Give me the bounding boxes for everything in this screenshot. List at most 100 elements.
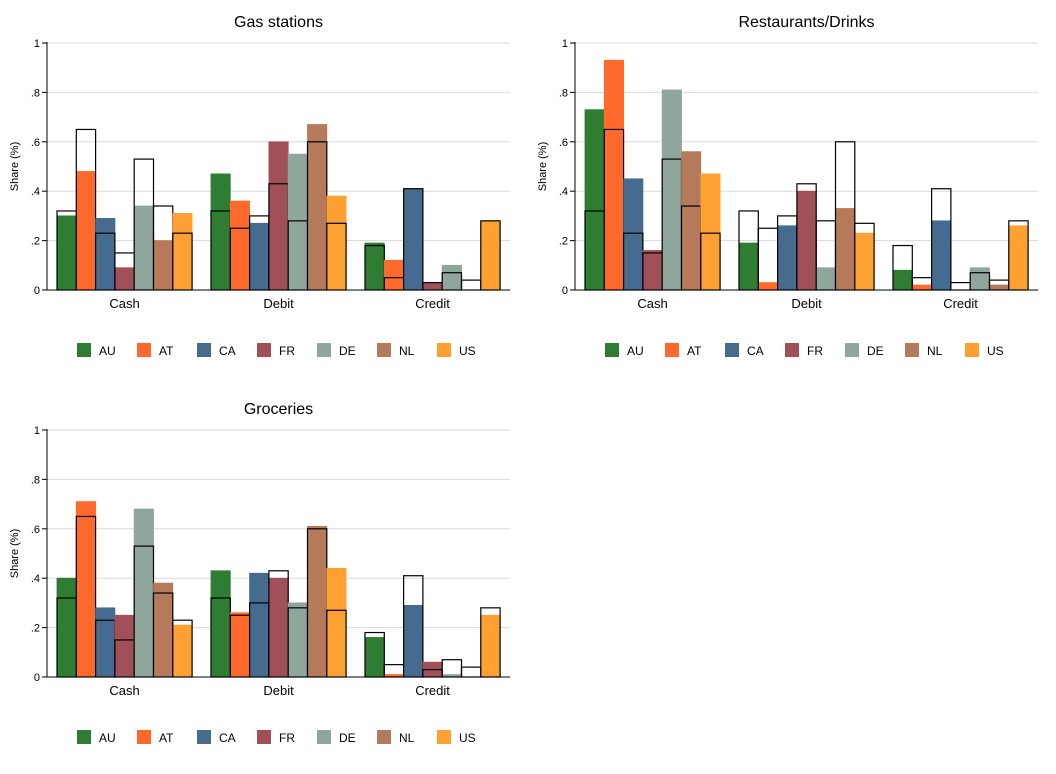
legend-swatch bbox=[137, 343, 151, 357]
legend-item-fr: FR bbox=[257, 343, 295, 358]
legend-swatch bbox=[437, 730, 451, 744]
legend-item-ca: CA bbox=[197, 343, 236, 358]
bar-groceries-cash-fr bbox=[114, 614, 135, 678]
y-tick-label: .6 bbox=[559, 137, 568, 149]
bar-groceries-credit-ca bbox=[403, 604, 424, 678]
legend-item-nl: NL bbox=[905, 343, 943, 358]
bar-groceries-cash-ca bbox=[95, 607, 116, 678]
bar-groceries-debit-ca bbox=[249, 572, 270, 678]
bar-restaurants-drinks-debit-ca bbox=[777, 225, 798, 291]
y-tick-label: .4 bbox=[559, 186, 568, 198]
y-tick-label: .8 bbox=[31, 87, 40, 99]
y-tick-label: 0 bbox=[34, 672, 40, 684]
bar-restaurants-drinks-cash-au bbox=[584, 109, 605, 291]
bar-restaurants-drinks-cash-at bbox=[603, 59, 625, 291]
bar-groceries-debit-at bbox=[229, 612, 251, 678]
legend-label: CA bbox=[219, 344, 236, 358]
legend-item-de: DE bbox=[317, 730, 356, 745]
legend-swatch bbox=[197, 343, 211, 357]
legend-label: AU bbox=[627, 344, 644, 358]
legend-swatch bbox=[725, 343, 739, 357]
y-tick-label: .6 bbox=[31, 524, 40, 536]
legend-swatch bbox=[317, 343, 331, 357]
legend-item-nl: NL bbox=[377, 730, 415, 745]
bar-groceries-cash-au bbox=[56, 577, 77, 678]
legend-swatch bbox=[377, 730, 391, 744]
legend-label: DE bbox=[867, 344, 884, 358]
bar-restaurants-drinks-cash-nl bbox=[681, 151, 702, 291]
legend-label: AU bbox=[99, 344, 116, 358]
x-tick-label: Debit bbox=[263, 683, 294, 698]
bar-restaurants-drinks-cash-de bbox=[661, 89, 682, 291]
legend-item-ca: CA bbox=[197, 730, 236, 745]
bar-gas-stations-debit-ca bbox=[249, 222, 270, 291]
chart-svg: Groceries 0 .2 .4 .6 .8 1 Share (%) Cash Debit Cre… bbox=[9, 401, 510, 745]
y-tick-label: 1 bbox=[562, 38, 568, 50]
legend-swatch bbox=[77, 730, 91, 744]
y-tick-label: .8 bbox=[559, 87, 568, 99]
legend-label: NL bbox=[927, 344, 943, 358]
bar-restaurants-drinks-credit-us bbox=[1008, 225, 1029, 291]
legend-item-nl: NL bbox=[377, 343, 415, 358]
bar-gas-stations-credit-fr bbox=[422, 282, 443, 291]
legend-swatch bbox=[137, 730, 151, 744]
legend-label: CA bbox=[747, 344, 764, 358]
bar-restaurants-drinks-debit-de bbox=[815, 267, 836, 291]
bar-gas-stations-cash-us bbox=[172, 213, 193, 291]
bar-restaurants-drinks-debit-us bbox=[854, 232, 875, 291]
bar-restaurants-drinks-cash-us bbox=[700, 173, 721, 291]
legend-item-us: US bbox=[437, 730, 476, 745]
legend-label: NL bbox=[399, 344, 415, 358]
legend-label: AT bbox=[687, 344, 702, 358]
bar-groceries-debit-de bbox=[287, 602, 308, 678]
x-tick-label: Cash bbox=[109, 683, 139, 698]
legend-item-au: AU bbox=[605, 343, 644, 358]
legend-item-ca: CA bbox=[725, 343, 764, 358]
bar-gas-stations-credit-at bbox=[383, 259, 404, 291]
y-tick-label: .2 bbox=[559, 236, 568, 248]
bar-groceries-credit-au bbox=[364, 637, 385, 678]
bar-gas-stations-credit-ca bbox=[403, 188, 424, 291]
bar-restaurants-drinks-credit-au bbox=[892, 269, 913, 291]
legend-label: FR bbox=[807, 344, 823, 358]
legend-item-au: AU bbox=[77, 730, 116, 745]
legend-swatch bbox=[257, 730, 271, 744]
bar-gas-stations-credit-de bbox=[441, 264, 462, 291]
legend-label: AU bbox=[99, 731, 116, 745]
legend-label: US bbox=[459, 731, 476, 745]
bar-restaurants-drinks-cash-fr bbox=[642, 250, 663, 291]
legend-label: US bbox=[459, 344, 476, 358]
y-tick-label: .8 bbox=[31, 474, 40, 486]
bar-groceries-debit-fr bbox=[268, 577, 289, 678]
bar-gas-stations-cash-ca bbox=[95, 217, 116, 291]
bar-restaurants-drinks-debit-au bbox=[738, 242, 759, 291]
legend-label: NL bbox=[399, 731, 415, 745]
bar-gas-stations-debit-de bbox=[287, 153, 308, 291]
bar-gas-stations-debit-fr bbox=[268, 141, 289, 291]
legend-swatch bbox=[845, 343, 859, 357]
bar-restaurants-drinks-cash-ca bbox=[623, 178, 644, 291]
legend-label: DE bbox=[339, 344, 356, 358]
legend-item-fr: FR bbox=[785, 343, 823, 358]
legend-label: FR bbox=[279, 344, 295, 358]
bar-gas-stations-credit-au bbox=[364, 242, 385, 291]
bar-gas-stations-debit-au bbox=[210, 173, 231, 291]
chart-title: Groceries bbox=[244, 401, 313, 418]
legend-swatch bbox=[665, 343, 679, 357]
x-tick-label: Credit bbox=[415, 683, 450, 698]
legend-item-at: AT bbox=[137, 343, 174, 358]
bar-gas-stations-cash-at bbox=[75, 171, 97, 291]
y-axis-label: Share (%) bbox=[537, 142, 549, 192]
chart-svg: Gas stations 0 .2 .4 .6 .8 1 Share (%) Cash Debit… bbox=[9, 14, 510, 358]
legend-swatch bbox=[197, 730, 211, 744]
legend-swatch bbox=[785, 343, 799, 357]
bar-restaurants-drinks-debit-nl bbox=[835, 208, 856, 291]
bar-gas-stations-cash-nl bbox=[153, 240, 174, 291]
legend-swatch bbox=[377, 343, 391, 357]
bar-gas-stations-cash-au bbox=[56, 215, 77, 291]
chart-panel-gas-stations: Gas stations 0 .2 .4 .6 .8 1 Share (%) Cash Debit… bbox=[0, 0, 528, 380]
legend-swatch bbox=[605, 343, 619, 357]
bar-groceries-cash-us bbox=[172, 624, 193, 678]
bar-gas-stations-cash-de bbox=[133, 205, 154, 291]
outline-bar-gas-stations-credit-nl bbox=[460, 279, 482, 291]
